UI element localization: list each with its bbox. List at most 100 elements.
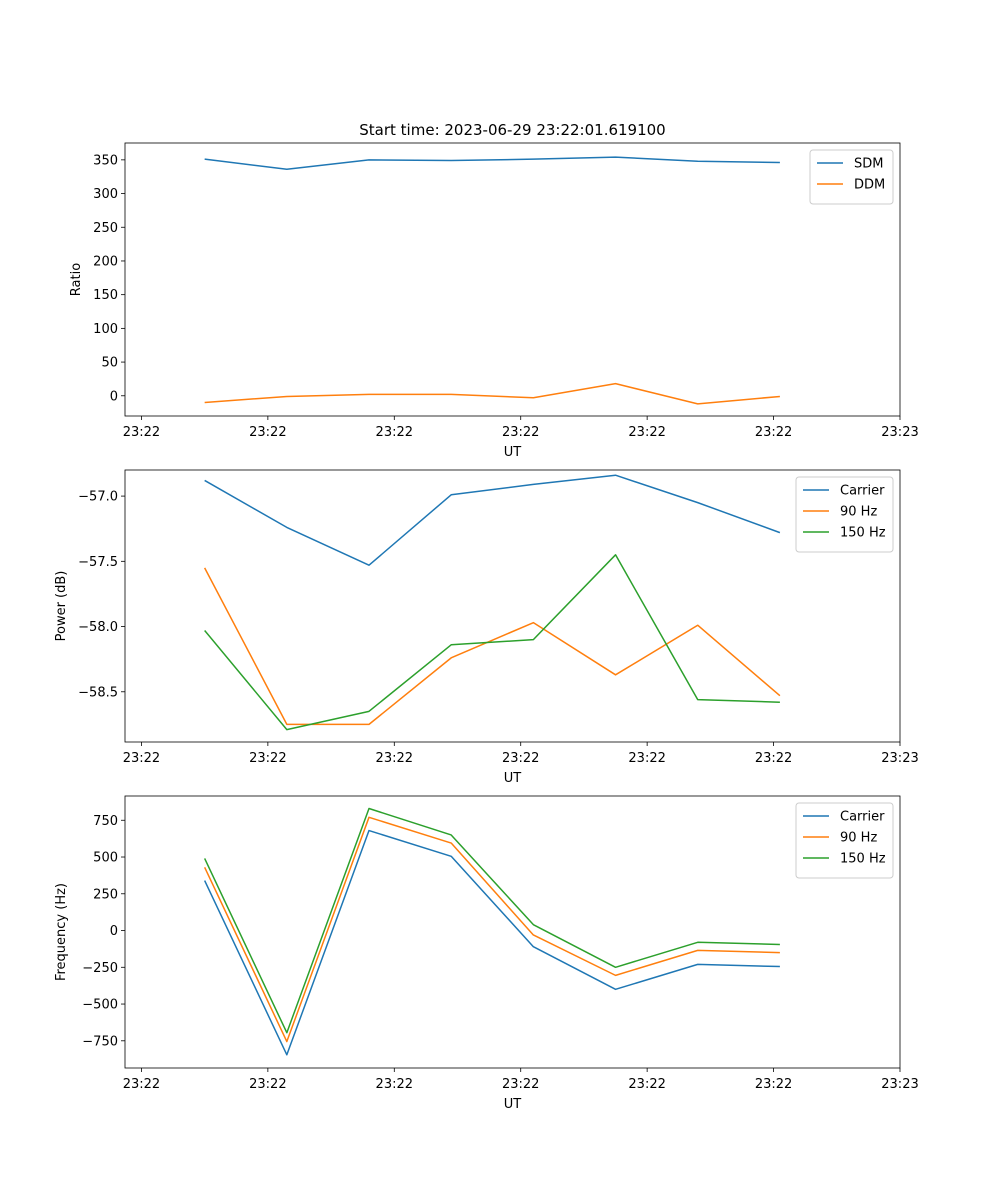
ratio-series-ddm-point — [450, 393, 452, 395]
frequency-legend: Carrier 90 Hz 150 Hz — [795, 802, 894, 879]
power-series-carrier-point — [697, 501, 699, 503]
ratio-series-sdm-point — [368, 159, 370, 161]
legend-label: 90 Hz — [840, 831, 877, 846]
frequency-series-90-hz-point — [697, 949, 699, 951]
ratio-series-ddm-point — [614, 382, 616, 384]
power-series-150-hz-point — [203, 629, 205, 631]
ratio-y-axis-label: Ratio — [69, 263, 84, 296]
power-x-tick-label: 23:22 — [502, 751, 539, 766]
power-x-tick-label: 23:22 — [755, 751, 792, 766]
frequency-series-150-hz-point — [286, 1032, 288, 1034]
power-y-tick-label: −58.5 — [78, 685, 118, 700]
power-series-150-hz-point — [779, 701, 781, 703]
power-series-90-hz-point — [286, 723, 288, 725]
power-x-axis-label: UT — [504, 771, 522, 786]
power-series-carrier-line — [204, 474, 781, 566]
frequency-y-tick-label: −250 — [82, 961, 118, 976]
frequency-x-tick-label: 23:22 — [502, 1077, 539, 1092]
ratio-y-tick-label: 300 — [93, 187, 118, 202]
power-series-150-hz-point — [450, 644, 452, 646]
frequency-x-tick-label: 23:22 — [628, 1077, 665, 1092]
frequency-y-tick-label: −750 — [82, 1034, 118, 1049]
ratio-x-tick-label: 23:22 — [628, 425, 665, 440]
ratio-y-tick-label: 100 — [93, 322, 118, 337]
power-x-tick-label: 23:23 — [881, 751, 918, 766]
frequency-x-tick-label: 23:23 — [881, 1077, 918, 1092]
ratio-series-ddm-point — [779, 395, 781, 397]
power-series-carrier-point — [286, 526, 288, 528]
ratio-x-tick-label: 23:22 — [755, 425, 792, 440]
frequency-series-150-hz-point — [614, 966, 616, 968]
frequency-series-150-hz-point — [532, 923, 534, 925]
power-series-90-hz-point — [779, 694, 781, 696]
ratio-x-tick-label: 23:22 — [123, 425, 160, 440]
ratio-axes-frame — [124, 142, 901, 417]
ratio-series-ddm-point — [368, 393, 370, 395]
ratio-y-tick-label: 350 — [93, 153, 118, 168]
ratio-y-tick-label: 250 — [93, 221, 118, 236]
legend-label: 150 Hz — [840, 526, 886, 541]
power-series-carrier-point — [203, 479, 205, 481]
frequency-series-90-hz-point — [203, 866, 205, 868]
ratio-series-ddm-point — [203, 401, 205, 403]
frequency-series-carrier-point — [779, 965, 781, 967]
power-series-90-hz-point — [614, 674, 616, 676]
ratio-series-ddm-point — [286, 395, 288, 397]
ratio-series-sdm-point — [779, 161, 781, 163]
frequency-series-150-hz-point — [697, 941, 699, 943]
frequency-series-90-hz-point — [614, 974, 616, 976]
frequency-series-carrier-point — [368, 829, 370, 831]
frequency-series-90-hz-line — [203, 816, 780, 1043]
legend-label: Carrier — [840, 484, 885, 499]
power-series-90-hz-point — [368, 723, 370, 725]
power-y-tick-label: −57.0 — [78, 490, 118, 505]
ratio-y-tick-label: 50 — [101, 356, 118, 371]
frequency-x-axis-label: UT — [504, 1097, 522, 1112]
power-x-tick-label: 23:22 — [249, 751, 286, 766]
power-series-150-hz-point — [286, 728, 288, 730]
legend-frame — [795, 476, 894, 553]
ratio-series-sdm-point — [286, 168, 288, 170]
frequency-series-150-hz-point — [450, 834, 452, 836]
frequency-panel: 23:22 23:22 23:22 23:22 23:22 23:22 23:23 −750 −… — [54, 795, 919, 1112]
chart-title: Start time: 2023-06-29 23:22:01.619100 — [359, 121, 665, 139]
frequency-x-tick-label: 23:22 — [755, 1077, 792, 1092]
ratio-y-tick-label: 150 — [93, 288, 118, 303]
ratio-x-tick-label: 23:23 — [881, 425, 918, 440]
power-x-tick-label: 23:22 — [628, 751, 665, 766]
power-axes-frame — [124, 469, 901, 743]
frequency-series-150-hz-point — [779, 943, 781, 945]
frequency-series-carrier-point — [532, 946, 534, 948]
legend-label: 150 Hz — [840, 852, 886, 867]
ratio-x-tick-label: 23:22 — [249, 425, 286, 440]
legend-label: DDM — [854, 178, 885, 193]
frequency-y-tick-label: 500 — [93, 851, 118, 866]
ratio-y-tick-label: 0 — [110, 389, 118, 404]
frequency-axes-frame — [124, 795, 901, 1069]
frequency-x-tick-label: 23:22 — [249, 1077, 286, 1092]
ratio-series-sdm-point — [614, 156, 616, 158]
power-series-90-hz-point — [532, 621, 534, 623]
power-y-axis-label: Power (dB) — [54, 571, 69, 642]
frequency-series-90-hz-point — [450, 842, 452, 844]
power-series-150-hz-point — [368, 710, 370, 712]
ratio-y-tick-label: 200 — [93, 254, 118, 269]
frequency-series-90-hz-point — [779, 951, 781, 953]
ratio-legend: SDM DDM — [809, 149, 894, 205]
power-series-carrier-point — [614, 474, 616, 476]
power-series-150-hz-point — [532, 638, 534, 640]
frequency-x-tick-label: 23:22 — [376, 1077, 413, 1092]
ratio-x-tick-label: 23:22 — [376, 425, 413, 440]
frequency-series-150-hz-line — [203, 807, 780, 1034]
ratio-x-axis-label: UT — [504, 445, 522, 460]
frequency-x-tick-label: 23:22 — [123, 1077, 160, 1092]
ratio-series-sdm-point — [450, 159, 452, 161]
frequency-series-90-hz-point — [368, 816, 370, 818]
power-series-90-hz-point — [203, 567, 205, 569]
ratio-panel: Start time: 2023-06-29 23:22:01.619100 23… — [69, 121, 919, 460]
power-series-150-hz-point — [614, 554, 616, 556]
power-panel: 23:22 23:22 23:22 23:22 23:22 23:22 23:23 −58.5… — [54, 469, 919, 786]
frequency-series-90-hz-point — [286, 1040, 288, 1042]
power-series-90-hz-point — [450, 657, 452, 659]
